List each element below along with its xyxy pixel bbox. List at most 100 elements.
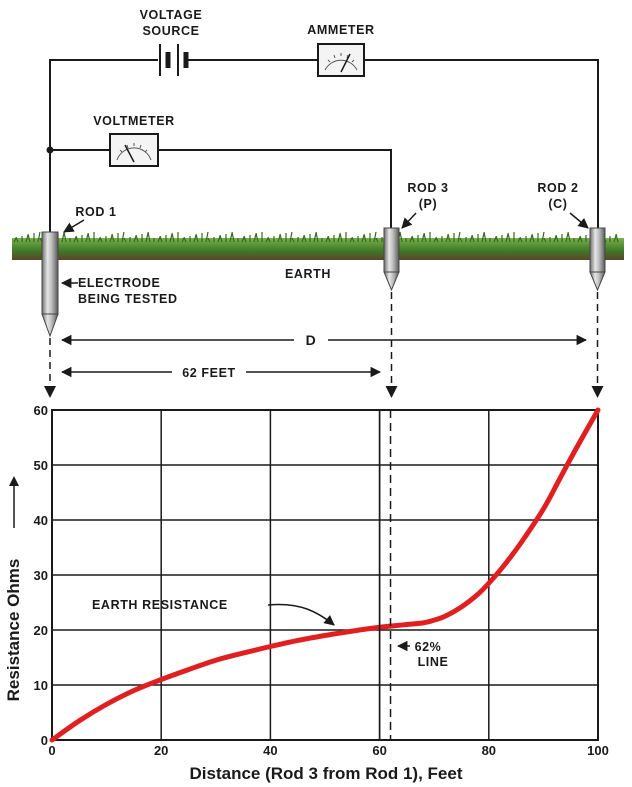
grass-blade: [339, 232, 343, 243]
grass-blade: [241, 236, 245, 243]
y-tick-label: 30: [34, 568, 48, 583]
grass-blade: [373, 231, 377, 243]
grass-blade: [97, 237, 101, 243]
grass-blade: [469, 235, 473, 243]
earth-ground: [12, 231, 624, 260]
y-axis-arrow: [9, 476, 19, 528]
grass-blade: [13, 237, 17, 243]
grass-blade: [325, 236, 329, 243]
grass-blade: [301, 235, 305, 243]
earth-resistance-pointer: [267, 603, 335, 626]
grass-blade: [409, 236, 413, 243]
y-tick-label: 40: [34, 513, 48, 528]
line-label-1: 62%: [415, 640, 442, 654]
y-tick-labels: 0 10 20 30 40 50 60: [34, 403, 48, 748]
rod2-label-2: (C): [548, 197, 567, 211]
grass-blade: [327, 235, 331, 243]
circuit: [49, 59, 599, 232]
grass-blade: [459, 237, 463, 243]
grass-blade: [399, 231, 403, 243]
rod3-pointer: [401, 212, 417, 229]
grass-blade: [529, 234, 533, 243]
grass-blade: [567, 231, 571, 243]
grass-blade: [279, 233, 283, 243]
rod-3: [383, 227, 400, 292]
grass-blade: [555, 234, 559, 243]
grass-blade: [75, 235, 79, 243]
grass-blade: [133, 235, 137, 243]
grass-blade: [265, 237, 269, 243]
grass-blade: [507, 232, 511, 243]
y-tick-label: 60: [34, 403, 48, 418]
grass-blade: [145, 232, 149, 243]
earth-resistance-label: EARTH RESISTANCE: [92, 598, 228, 612]
grass-blade: [37, 231, 41, 243]
y-tick-label: 10: [34, 678, 48, 693]
distance-d-label: D: [306, 332, 317, 348]
grass-blade: [25, 234, 29, 243]
grass-blade: [255, 232, 259, 243]
grass-blade: [615, 233, 619, 243]
grass-blade: [123, 237, 127, 243]
rod3-label-2: (P): [419, 197, 437, 211]
x-tick-label: 20: [154, 743, 168, 758]
grass-blade: [61, 232, 65, 243]
grass-blade: [63, 231, 67, 243]
grass-blade: [171, 232, 175, 243]
rod1-label: ROD 1: [75, 205, 116, 219]
grass-blade: [27, 233, 31, 243]
grass-blade: [445, 234, 449, 243]
earth-resistance-curve: [49, 407, 601, 743]
y-tick-label: 50: [34, 458, 48, 473]
grass-blade: [253, 233, 257, 243]
grass-blade: [519, 236, 523, 243]
grass-blade: [109, 234, 113, 243]
x-axis-title: Distance (Rod 3 from Rod 1), Feet: [190, 764, 463, 783]
grass-blade: [565, 232, 569, 243]
grass-blade: [195, 233, 199, 243]
x-tick-labels: 0 20 40 60 80 100: [48, 743, 608, 758]
grass-blade: [291, 237, 295, 243]
grass-blade: [207, 237, 211, 243]
grass-blade: [495, 235, 499, 243]
grass-blade: [159, 235, 163, 243]
grass-blade: [471, 234, 475, 243]
y-tick-label: 20: [34, 623, 48, 638]
junction-dot: [46, 146, 54, 154]
grass-blade: [267, 236, 271, 243]
grass-blade: [375, 237, 379, 243]
grass-blade: [531, 233, 535, 243]
rod3-label-1: ROD 3: [407, 181, 448, 195]
grass-blade: [289, 231, 293, 243]
x-tick-label: 0: [48, 743, 55, 758]
grass-blade: [517, 237, 521, 243]
grass-blade: [73, 236, 77, 243]
reference-lines: [378, 410, 392, 740]
x-tick-label: 60: [372, 743, 386, 758]
ammeter-icon: [317, 43, 365, 77]
grass-blade: [457, 231, 461, 243]
voltage-source-label-1: VOLTAGE: [140, 8, 203, 22]
rod-1: [41, 231, 59, 338]
grass-blade: [303, 234, 307, 243]
grass-blade: [85, 233, 89, 243]
grass-blade: [181, 237, 185, 243]
grass-blade: [243, 235, 247, 243]
grass-blade: [505, 233, 509, 243]
grass-blade: [411, 235, 415, 243]
grass-blade: [553, 235, 557, 243]
grass-blade: [193, 234, 197, 243]
x-tick-label: 80: [482, 743, 496, 758]
grass-blade: [613, 234, 617, 243]
electrode-label-1: ELECTRODE: [78, 276, 161, 290]
grass-blade: [541, 231, 545, 243]
electrode-label-2: BEING TESTED: [78, 292, 178, 306]
grass-blade: [15, 236, 19, 243]
grass-blade: [481, 232, 485, 243]
grass-blade: [447, 233, 451, 243]
earth-resistance-series: [49, 407, 601, 743]
grass-blade: [363, 233, 367, 243]
y-tick-label: 0: [41, 733, 48, 748]
grass-blade: [147, 231, 151, 243]
